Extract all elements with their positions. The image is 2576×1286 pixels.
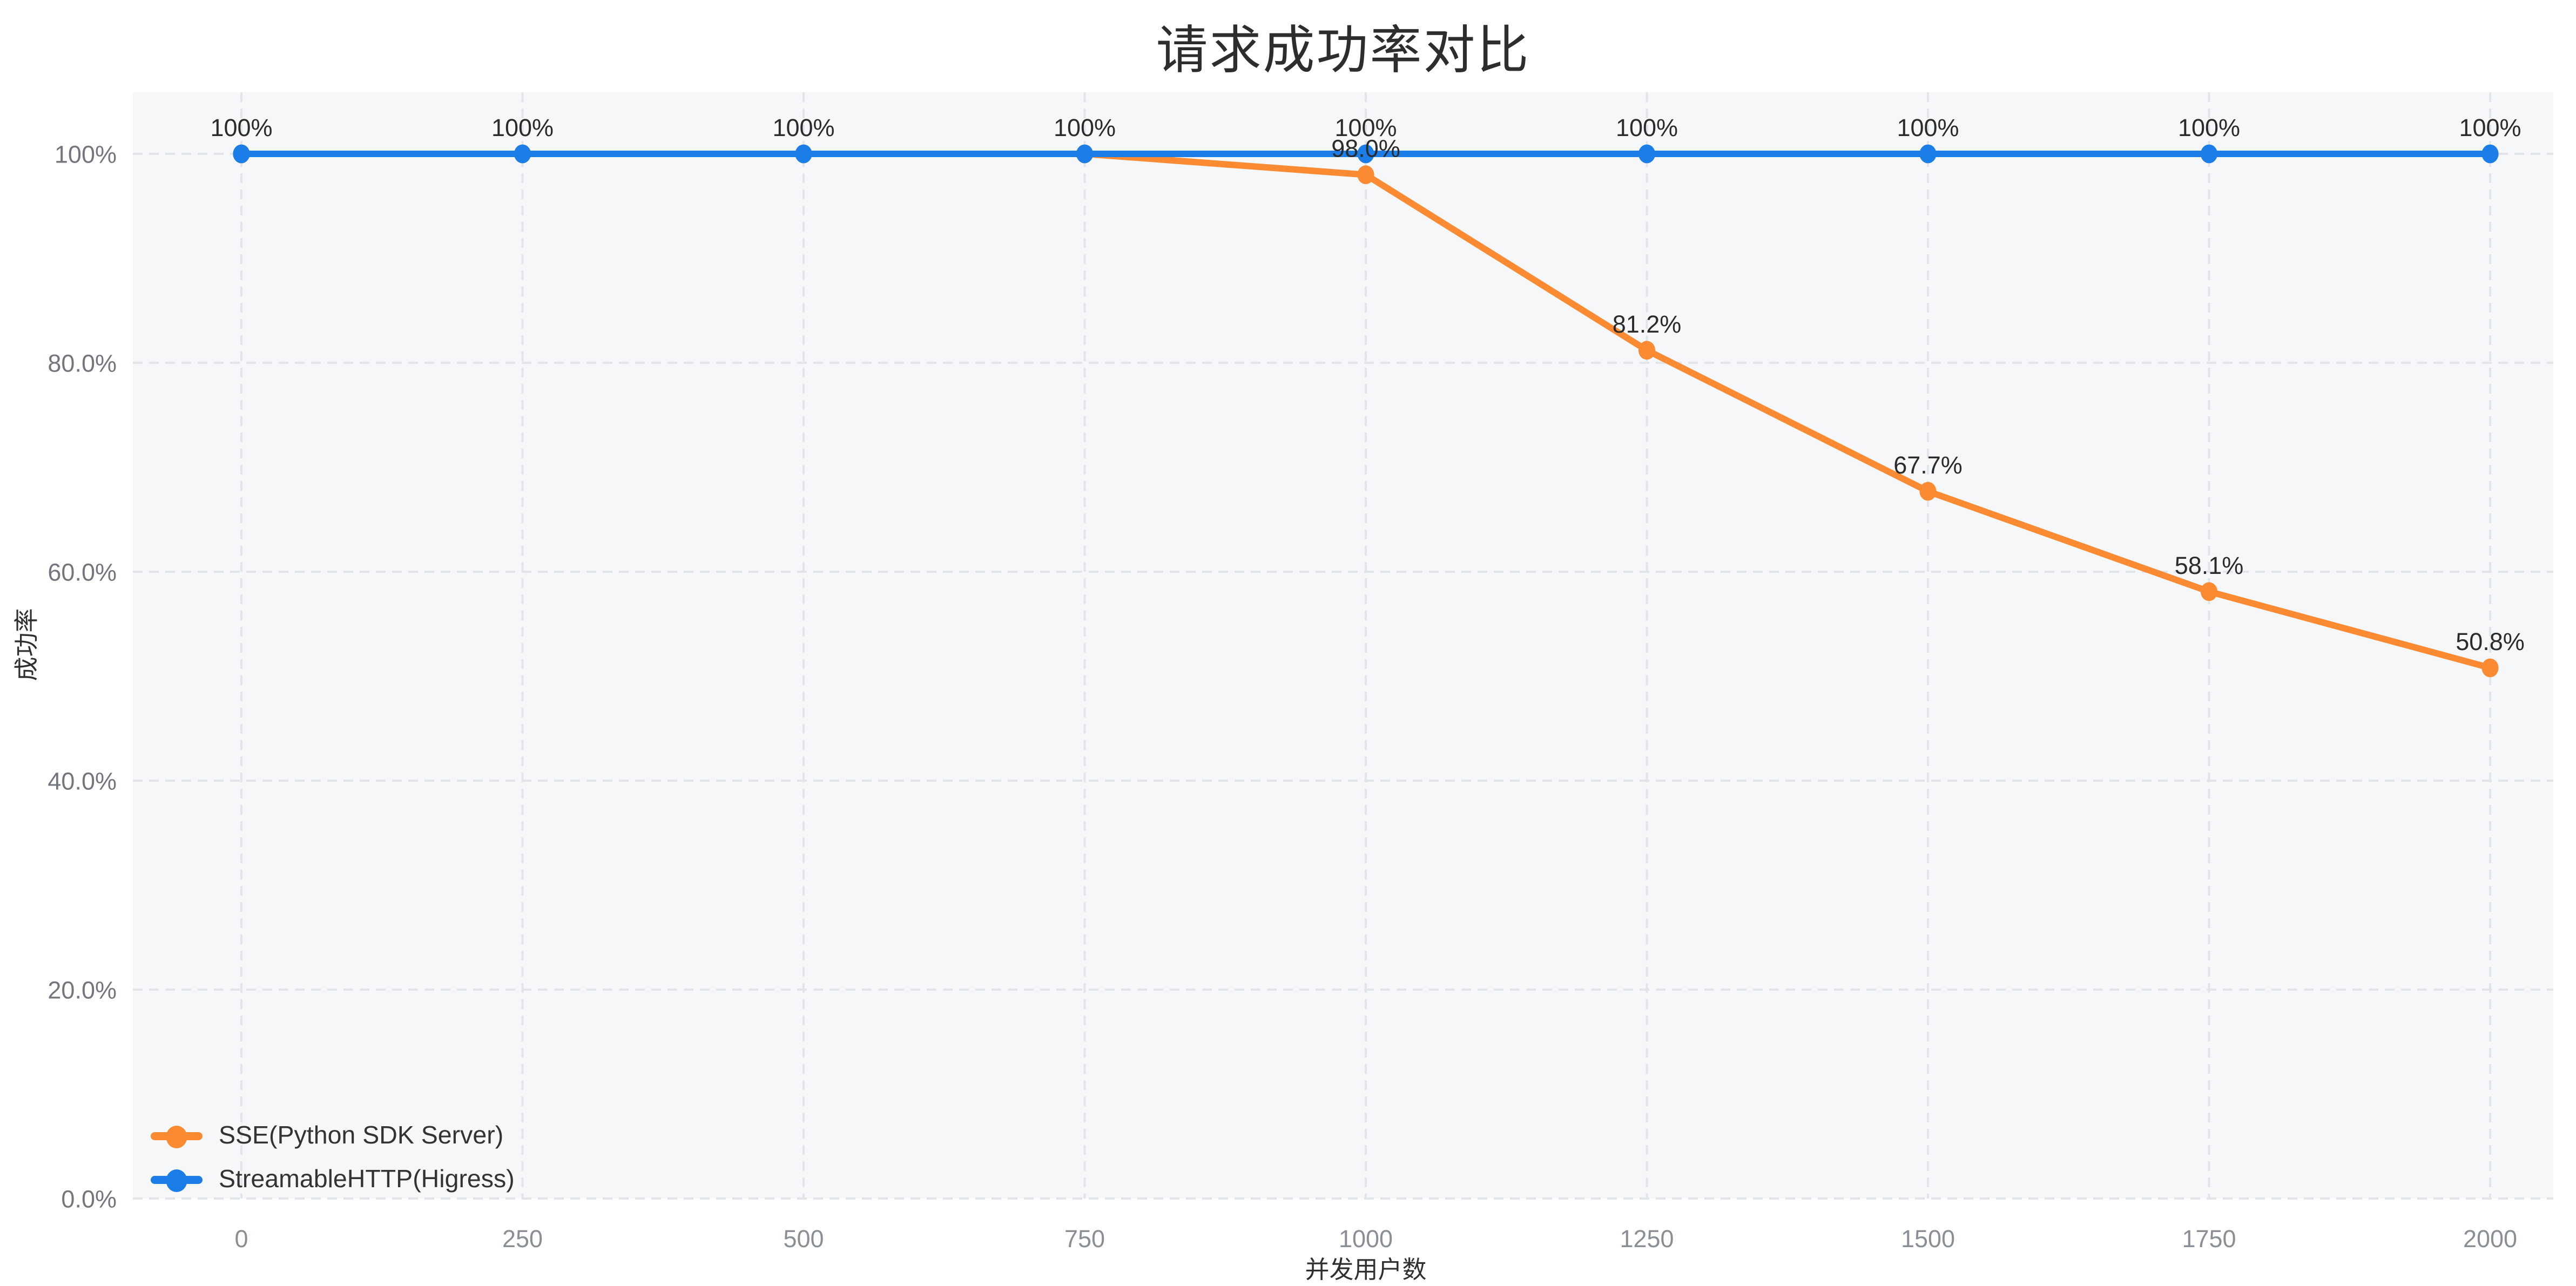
data-point-label-SSE(Python SDK Server)-1500: 67.7%: [1893, 451, 1963, 479]
data-point-label-SSE(Python SDK Server)-2000: 50.8%: [2456, 628, 2525, 655]
x-tick-label: 2000: [2463, 1225, 2517, 1253]
data-point-label-SSE(Python SDK Server)-1250: 81.2%: [1613, 310, 1682, 338]
y-tick-label: 20.0%: [48, 977, 117, 1004]
data-point-StreamableHTTP(Higress)-0[interactable]: [233, 144, 250, 164]
legend-line-dot-icon: [151, 1124, 203, 1148]
data-point-StreamableHTTP(Higress)-750[interactable]: [1076, 144, 1094, 164]
legend-item-StreamableHTTP(Higress)[interactable]: StreamableHTTP(Higress): [151, 1158, 515, 1202]
x-tick-label: 1000: [1339, 1225, 1393, 1253]
data-point-StreamableHTTP(Higress)-1000[interactable]: [1357, 144, 1374, 164]
data-point-SSE(Python SDK Server)-1750[interactable]: [2200, 582, 2218, 601]
data-point-label-StreamableHTTP(Higress)-1750: 100%: [2178, 114, 2240, 141]
data-point-label-StreamableHTTP(Higress)-1250: 100%: [1616, 114, 1678, 141]
x-tick-label: 1500: [1901, 1225, 1955, 1253]
data-point-StreamableHTTP(Higress)-2000[interactable]: [2481, 144, 2499, 164]
data-point-SSE(Python SDK Server)-1000[interactable]: [1357, 165, 1374, 185]
data-point-StreamableHTTP(Higress)-1750[interactable]: [2200, 144, 2218, 164]
data-point-SSE(Python SDK Server)-2000[interactable]: [2481, 658, 2499, 678]
x-tick-label: 250: [502, 1225, 543, 1253]
data-point-SSE(Python SDK Server)-1500[interactable]: [1919, 482, 1937, 501]
data-point-label-StreamableHTTP(Higress)-1500: 100%: [1897, 114, 1959, 141]
x-axis-name: 并发用户数: [1305, 1257, 1427, 1284]
y-tick-label: 80.0%: [48, 350, 117, 377]
data-point-label-StreamableHTTP(Higress)-500: 100%: [772, 114, 834, 141]
legend: SSE(Python SDK Server) StreamableHTTP(Hig…: [151, 1114, 515, 1202]
x-tick-label: 0: [234, 1225, 248, 1253]
data-point-label-SSE(Python SDK Server)-1750: 58.1%: [2175, 552, 2244, 579]
y-tick-label: 0.0%: [61, 1186, 117, 1213]
x-tick-label: 1750: [2182, 1225, 2236, 1253]
legend-label: StreamableHTTP(Higress): [219, 1165, 515, 1193]
data-point-StreamableHTTP(Higress)-250[interactable]: [514, 144, 531, 164]
legend-line-dot-icon: [151, 1168, 203, 1192]
legend-item-SSE(Python SDK Server)[interactable]: SSE(Python SDK Server): [151, 1114, 515, 1158]
data-point-StreamableHTTP(Higress)-1250[interactable]: [1638, 144, 1656, 164]
x-tick-label: 500: [783, 1225, 824, 1253]
data-point-SSE(Python SDK Server)-1250[interactable]: [1638, 341, 1656, 360]
data-point-label-StreamableHTTP(Higress)-250: 100%: [491, 114, 554, 141]
data-point-label-SSE(Python SDK Server)-1000: 98.0%: [1331, 135, 1400, 163]
chart-title: 请求成功率对比: [1156, 21, 1530, 79]
y-tick-label: 60.0%: [48, 559, 117, 586]
data-point-label-StreamableHTTP(Higress)-0: 100%: [210, 114, 272, 141]
x-tick-label: 750: [1064, 1225, 1105, 1253]
data-point-label-StreamableHTTP(Higress)-750: 100%: [1054, 114, 1116, 141]
data-point-StreamableHTTP(Higress)-1500[interactable]: [1919, 144, 1937, 164]
y-axis-name: 成功率: [14, 608, 42, 681]
data-point-StreamableHTTP(Higress)-500[interactable]: [795, 144, 812, 164]
data-point-label-StreamableHTTP(Higress)-2000: 100%: [2459, 114, 2521, 141]
y-tick-label: 100%: [55, 141, 117, 168]
data-point-label-StreamableHTTP(Higress)-1000: 100%: [1334, 114, 1397, 141]
y-tick-label: 40.0%: [48, 768, 117, 795]
plot-background: [133, 92, 2553, 1199]
legend-label: SSE(Python SDK Server): [219, 1121, 504, 1149]
x-tick-label: 1250: [1620, 1225, 1674, 1253]
